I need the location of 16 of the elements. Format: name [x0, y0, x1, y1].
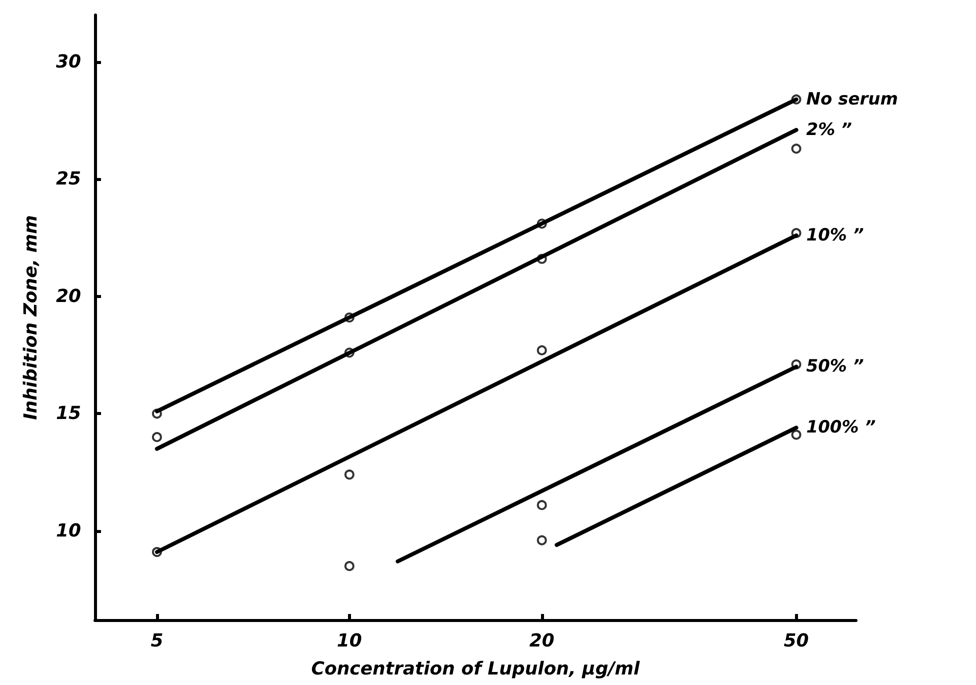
x-tick-label: 10	[336, 630, 362, 652]
y-tick-label: 20	[56, 286, 81, 307]
x-tick-label: 5	[150, 630, 164, 652]
series-label: No serum	[806, 89, 898, 110]
y-tick-label: 25	[56, 168, 81, 190]
series-label: 2% ”	[806, 120, 852, 140]
x-tick-label: 20	[529, 630, 554, 652]
y-tick-label: 30	[56, 51, 81, 72]
x-axis-title: Concentration of Lupulon, µg/ml	[311, 658, 641, 680]
series-label: 50% ”	[806, 356, 864, 377]
x-tick-label: 50	[784, 630, 809, 652]
series-label: 10% ”	[806, 225, 864, 246]
y-tick-label: 15	[56, 403, 81, 424]
y-tick-label: 10	[56, 520, 81, 542]
series-label: 100% ”	[806, 418, 876, 438]
y-axis-title: Inhibition Zone, mm	[20, 215, 42, 420]
